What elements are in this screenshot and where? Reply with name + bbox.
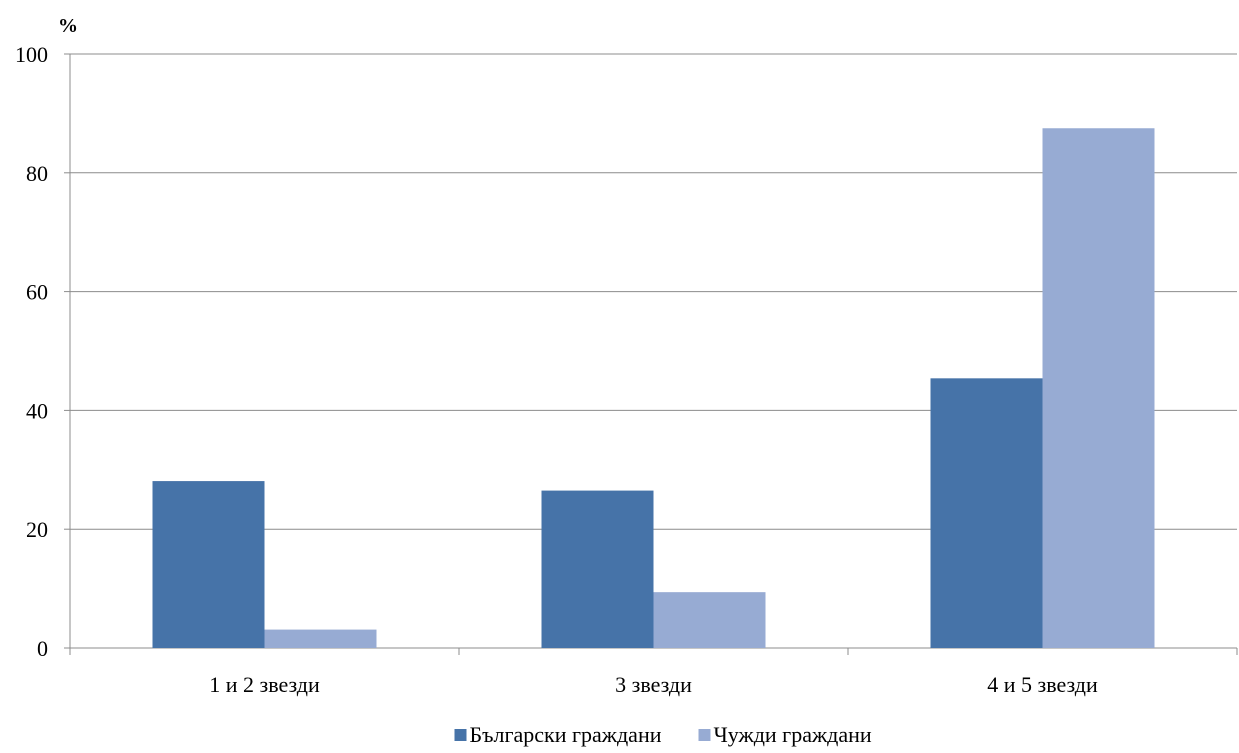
legend-label-1: Български граждани	[470, 722, 662, 747]
legend-swatch-1	[454, 729, 467, 741]
y-axis-unit-label: %	[58, 15, 78, 37]
y-tick-label: 20	[26, 517, 48, 542]
bars	[152, 128, 1155, 648]
bar-series-2-category-3	[1042, 128, 1155, 648]
legend-swatch-2	[698, 729, 711, 741]
y-tick-label: 100	[15, 42, 48, 67]
x-category-label: 4 и 5 звезди	[987, 672, 1098, 697]
y-axis-tick-labels: 0 20 40 60 80 100	[15, 42, 48, 661]
bar-series-2-category-1	[264, 629, 377, 648]
x-category-label: 1 и 2 звезди	[209, 672, 320, 697]
y-tick-label: 80	[26, 161, 48, 186]
y-tick-label: 60	[26, 280, 48, 305]
bar-series-1-category-1	[152, 481, 265, 648]
bar-series-2-category-2	[653, 592, 766, 648]
bar-series-1-category-2	[541, 490, 654, 648]
legend-label-2: Чужди граждани	[714, 722, 872, 747]
y-tick-label: 40	[26, 398, 48, 423]
bar-series-1-category-3	[930, 378, 1043, 648]
y-tick-label: 0	[37, 636, 48, 661]
legend: Български граждани Чужди граждани	[454, 722, 872, 747]
x-category-label: 3 звезди	[615, 672, 692, 697]
x-axis-category-labels: 1 и 2 звезди 3 звезди 4 и 5 звезди	[209, 672, 1098, 697]
